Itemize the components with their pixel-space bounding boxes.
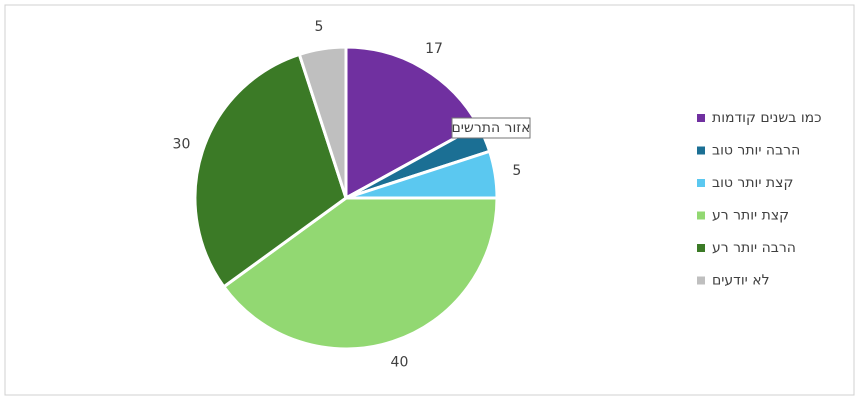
pie-slice [221, 196, 499, 351]
pie-slice [297, 45, 348, 199]
legend-marker [697, 114, 705, 122]
data-label: 17 [425, 41, 443, 57]
legend-label: הרבה יותר טוב [712, 143, 800, 159]
tooltip-box [451, 117, 531, 139]
legend-label: הרבה יותר רע [712, 240, 796, 256]
pie-slice [193, 52, 348, 289]
legend-label: קצת יותר רע [712, 208, 789, 224]
legend-marker [697, 179, 705, 187]
data-label: 40 [391, 355, 409, 371]
pie-slice [344, 45, 481, 201]
legend-label: לא יודעים [712, 273, 770, 289]
legend-label: כמו בשנים קודמות [712, 110, 822, 126]
data-label: 5 [314, 19, 323, 35]
legend-marker [697, 146, 705, 155]
tooltip-text: אזור התרשים [452, 120, 531, 136]
legend-marker [697, 276, 705, 285]
tooltip: אזור התרשים [451, 117, 531, 139]
legend-marker [697, 211, 705, 220]
data-label: 5 [512, 163, 521, 179]
legend-marker [697, 244, 705, 252]
data-label: 30 [173, 137, 191, 153]
legend-label: קצת יותר טוב [712, 175, 793, 191]
